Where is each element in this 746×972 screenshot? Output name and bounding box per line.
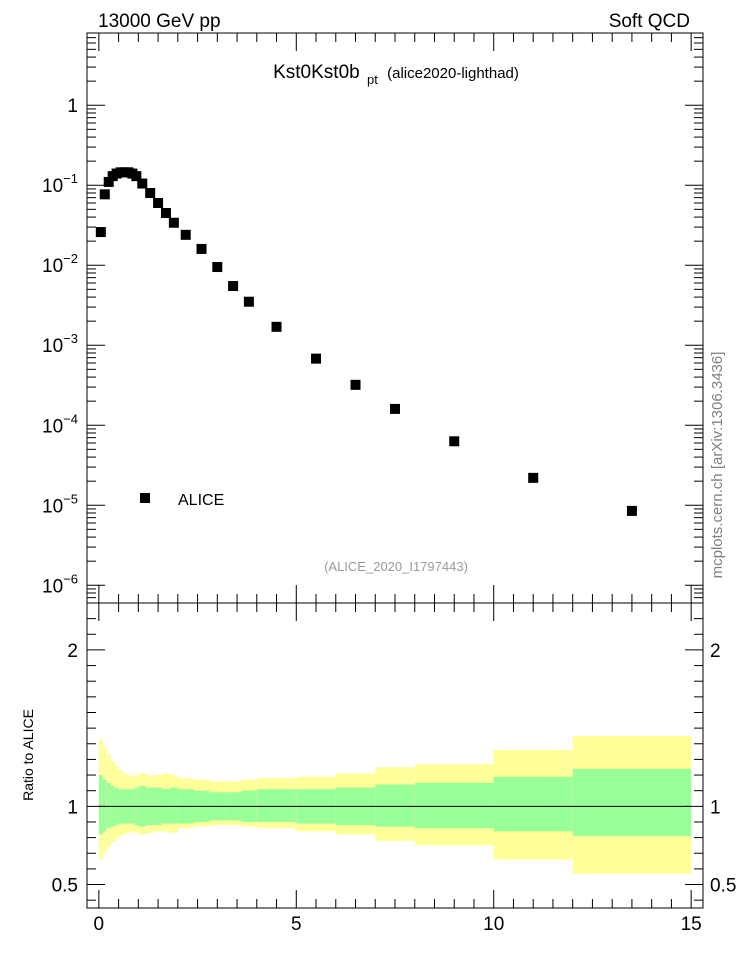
data-point <box>350 379 361 390</box>
data-point <box>153 197 164 208</box>
header-process-label: Soft QCD <box>609 11 690 32</box>
legend-label: ALICE <box>178 492 224 509</box>
data-point <box>103 176 114 187</box>
y-tick-label: 10−3 <box>42 331 78 357</box>
x-tick-labels: 0 5 10 15 <box>94 914 702 935</box>
ratio-y-tick-label: 2 <box>67 641 78 662</box>
side-label: mcplots.cern.ch [arXiv:1306.3436] <box>709 352 726 579</box>
data-point <box>271 321 282 332</box>
ratio-ylabel: Ratio to ALICE <box>20 709 36 801</box>
y-tick-label: 1 <box>67 96 78 117</box>
plot-title: Kst0Kst0b pt (alice2020-lighthad) <box>273 62 519 89</box>
x-tick-label: 10 <box>483 914 504 935</box>
y-tick-label: 10−5 <box>42 491 78 517</box>
data-point <box>228 281 239 292</box>
upper-panel: 1 10−1 10−2 10−3 10−4 10−5 10−6 <box>42 32 704 604</box>
data-point <box>243 296 254 307</box>
plot-title-main: Kst0Kst0b <box>273 62 360 83</box>
x-tick-label: 5 <box>291 914 302 935</box>
ratio-inner-band <box>414 782 494 829</box>
ratio-panel: 0.5 0.5 1 1 2 2 0 5 10 15 <box>52 602 736 935</box>
data-point <box>311 353 322 364</box>
y-tick-label: 10−2 <box>42 251 78 277</box>
ratio-inner-band <box>98 775 103 835</box>
data-point <box>137 178 148 189</box>
ratio-bands <box>98 735 692 874</box>
x-tick-label: 0 <box>94 914 105 935</box>
analysis-label: (ALICE_2020_I1797443) <box>324 559 468 574</box>
data-point <box>390 403 400 414</box>
y-tick-label: 10−1 <box>42 171 78 197</box>
data-point <box>528 472 539 483</box>
ratio-x-ticks <box>98 603 692 908</box>
y-tick-label: 10−4 <box>42 411 78 437</box>
plot-title-sub: pt <box>367 72 378 87</box>
upper-y-ticks: 1 10−1 10−2 10−3 10−4 10−5 10−6 <box>42 32 703 604</box>
data-point <box>168 217 179 228</box>
data-point <box>449 436 460 447</box>
ratio-y-tick-label: 0.5 <box>52 876 78 897</box>
ratio-inner-band <box>493 776 573 832</box>
upper-frame <box>86 32 704 604</box>
ratio-inner-band <box>106 782 111 829</box>
x-tick-label: 15 <box>681 914 702 935</box>
ratio-inner-band <box>102 779 107 832</box>
ratio-y-tick-label-right: 1 <box>710 797 721 818</box>
legend-marker <box>140 493 150 503</box>
data-point <box>180 229 191 240</box>
data-point <box>99 189 110 200</box>
data-point <box>131 171 142 182</box>
data-point <box>145 188 156 199</box>
legend: ALICE <box>140 492 224 509</box>
plot-title-note: (alice2020-lighthad) <box>387 65 519 82</box>
ratio-inner-band <box>375 784 415 827</box>
data-point <box>196 243 207 254</box>
data-point <box>626 505 637 516</box>
data-point <box>160 207 171 218</box>
data-point <box>95 227 106 238</box>
ratio-y-ticks: 0.5 0.5 1 1 2 2 <box>52 602 736 901</box>
upper-x-ticks <box>98 33 692 603</box>
ratio-inner-band <box>256 789 297 822</box>
ratio-y-tick-label-right: 0.5 <box>710 876 736 897</box>
ratio-y-tick-label-right: 2 <box>710 641 721 662</box>
ratio-inner-band <box>572 768 692 837</box>
header-collision-label: 13000 GeV pp <box>98 11 221 32</box>
ratio-y-tick-label: 1 <box>67 797 78 818</box>
data-points <box>95 167 637 516</box>
ratio-inner-band <box>169 787 178 824</box>
y-tick-label: 10−6 <box>42 571 78 597</box>
data-point <box>212 262 223 273</box>
